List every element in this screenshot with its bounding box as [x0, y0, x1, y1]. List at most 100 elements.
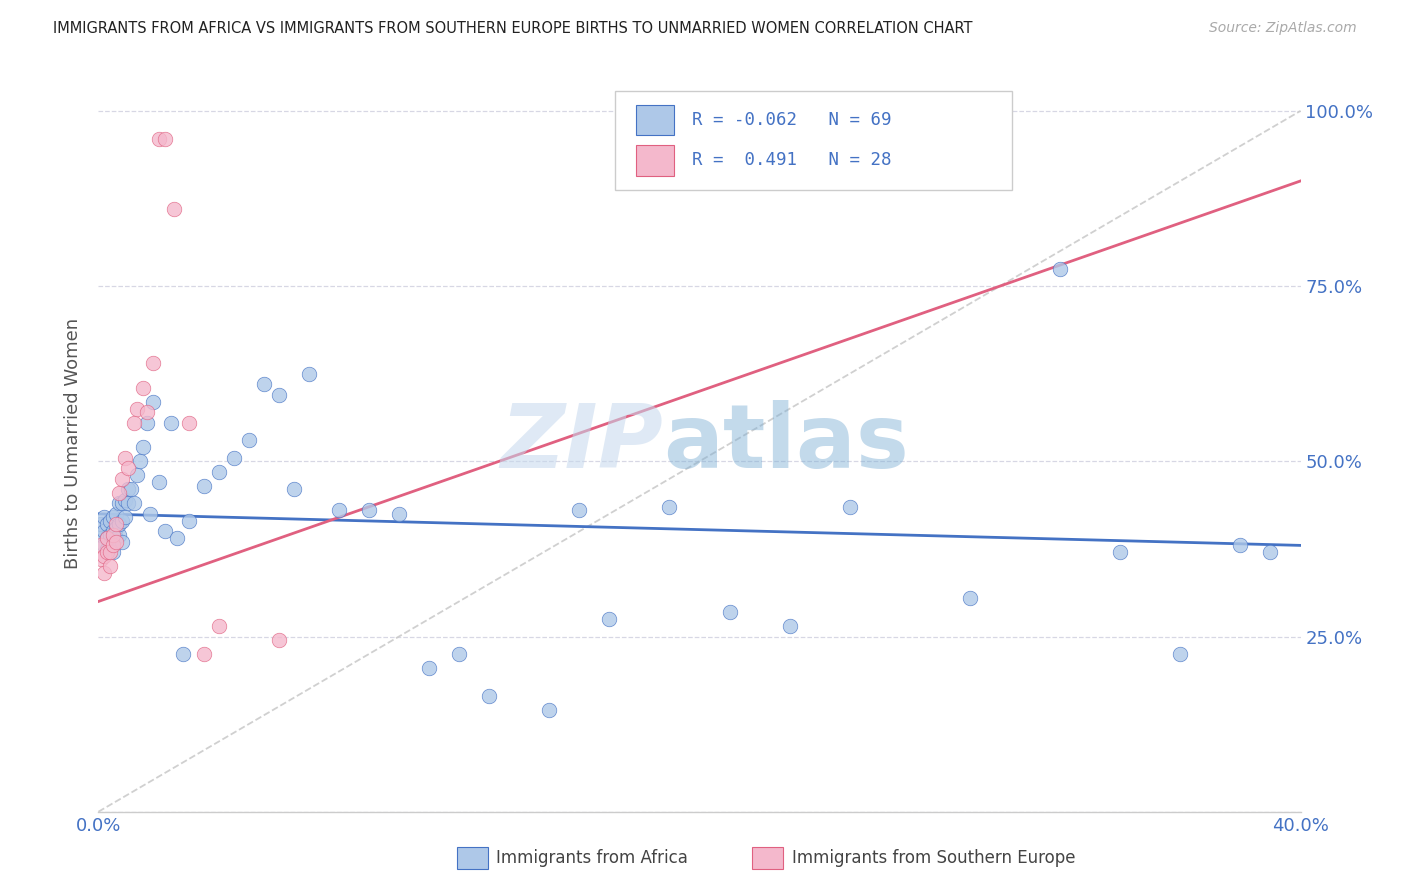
- Point: [103, 538, 125, 552]
- Point: [718, 605, 741, 619]
- Point: [1229, 538, 1251, 552]
- Point: [166, 532, 188, 546]
- Point: [177, 514, 200, 528]
- Point: [129, 454, 152, 468]
- Point: [103, 545, 125, 559]
- Point: [148, 132, 170, 146]
- Point: [96, 545, 118, 559]
- Point: [267, 633, 290, 648]
- Point: [538, 703, 561, 717]
- Point: [111, 534, 134, 549]
- FancyBboxPatch shape: [636, 104, 675, 136]
- Point: [1170, 647, 1192, 661]
- Point: [111, 514, 134, 528]
- Point: [114, 492, 136, 507]
- FancyBboxPatch shape: [616, 91, 1012, 190]
- Point: [298, 367, 321, 381]
- Point: [93, 549, 115, 563]
- Point: [93, 538, 115, 552]
- Point: [135, 405, 157, 419]
- FancyBboxPatch shape: [636, 145, 675, 176]
- Y-axis label: Births to Unmarried Women: Births to Unmarried Women: [65, 318, 83, 569]
- Point: [100, 545, 122, 559]
- Point: [1109, 545, 1132, 559]
- Point: [105, 521, 128, 535]
- Point: [159, 416, 181, 430]
- Point: [108, 496, 131, 510]
- Point: [267, 387, 290, 401]
- Text: ZIP: ZIP: [501, 401, 664, 487]
- Point: [105, 532, 128, 546]
- Point: [90, 528, 112, 542]
- Point: [100, 559, 122, 574]
- Point: [418, 661, 440, 675]
- Point: [90, 517, 112, 532]
- Text: Source: ZipAtlas.com: Source: ZipAtlas.com: [1209, 21, 1357, 35]
- Point: [177, 416, 200, 430]
- Point: [93, 524, 115, 539]
- Point: [114, 450, 136, 465]
- Point: [127, 468, 149, 483]
- Point: [103, 510, 125, 524]
- Point: [193, 647, 215, 661]
- Text: Immigrants from Africa: Immigrants from Africa: [496, 849, 688, 867]
- Point: [103, 528, 125, 542]
- Point: [108, 485, 131, 500]
- Point: [447, 647, 470, 661]
- Point: [108, 528, 131, 542]
- Text: Immigrants from Southern Europe: Immigrants from Southern Europe: [792, 849, 1076, 867]
- Point: [357, 503, 380, 517]
- Point: [96, 541, 118, 556]
- Point: [100, 514, 122, 528]
- Text: R =  0.491   N = 28: R = 0.491 N = 28: [692, 152, 891, 169]
- Point: [93, 510, 115, 524]
- Point: [117, 496, 139, 510]
- Point: [114, 510, 136, 524]
- Point: [172, 647, 194, 661]
- Point: [105, 534, 128, 549]
- Point: [959, 591, 981, 605]
- Point: [658, 500, 681, 514]
- Point: [838, 500, 860, 514]
- Point: [100, 538, 122, 552]
- Point: [253, 377, 276, 392]
- Point: [283, 483, 305, 497]
- Point: [132, 381, 155, 395]
- Point: [138, 507, 160, 521]
- Point: [121, 483, 143, 497]
- Point: [132, 440, 155, 454]
- Point: [779, 619, 801, 633]
- Point: [153, 132, 176, 146]
- Point: [141, 394, 163, 409]
- Point: [148, 475, 170, 490]
- Point: [124, 496, 146, 510]
- Point: [111, 472, 134, 486]
- Point: [90, 538, 112, 552]
- Point: [103, 534, 125, 549]
- Point: [328, 503, 350, 517]
- Point: [162, 202, 184, 216]
- Point: [124, 416, 146, 430]
- Point: [208, 465, 231, 479]
- Text: IMMIGRANTS FROM AFRICA VS IMMIGRANTS FROM SOUTHERN EUROPE BIRTHS TO UNMARRIED WO: IMMIGRANTS FROM AFRICA VS IMMIGRANTS FRO…: [53, 21, 973, 36]
- Text: atlas: atlas: [664, 401, 910, 487]
- Point: [478, 689, 501, 703]
- Point: [127, 401, 149, 416]
- Point: [1049, 261, 1071, 276]
- Point: [93, 566, 115, 581]
- Point: [222, 450, 245, 465]
- Text: R = -0.062   N = 69: R = -0.062 N = 69: [692, 111, 891, 129]
- Point: [100, 528, 122, 542]
- Point: [96, 532, 118, 546]
- Point: [90, 552, 112, 566]
- Point: [568, 503, 591, 517]
- Point: [96, 532, 118, 546]
- Point: [117, 461, 139, 475]
- Point: [1260, 545, 1282, 559]
- Point: [141, 356, 163, 370]
- Point: [135, 416, 157, 430]
- Point: [208, 619, 231, 633]
- Point: [598, 612, 620, 626]
- Point: [105, 507, 128, 521]
- Point: [388, 507, 411, 521]
